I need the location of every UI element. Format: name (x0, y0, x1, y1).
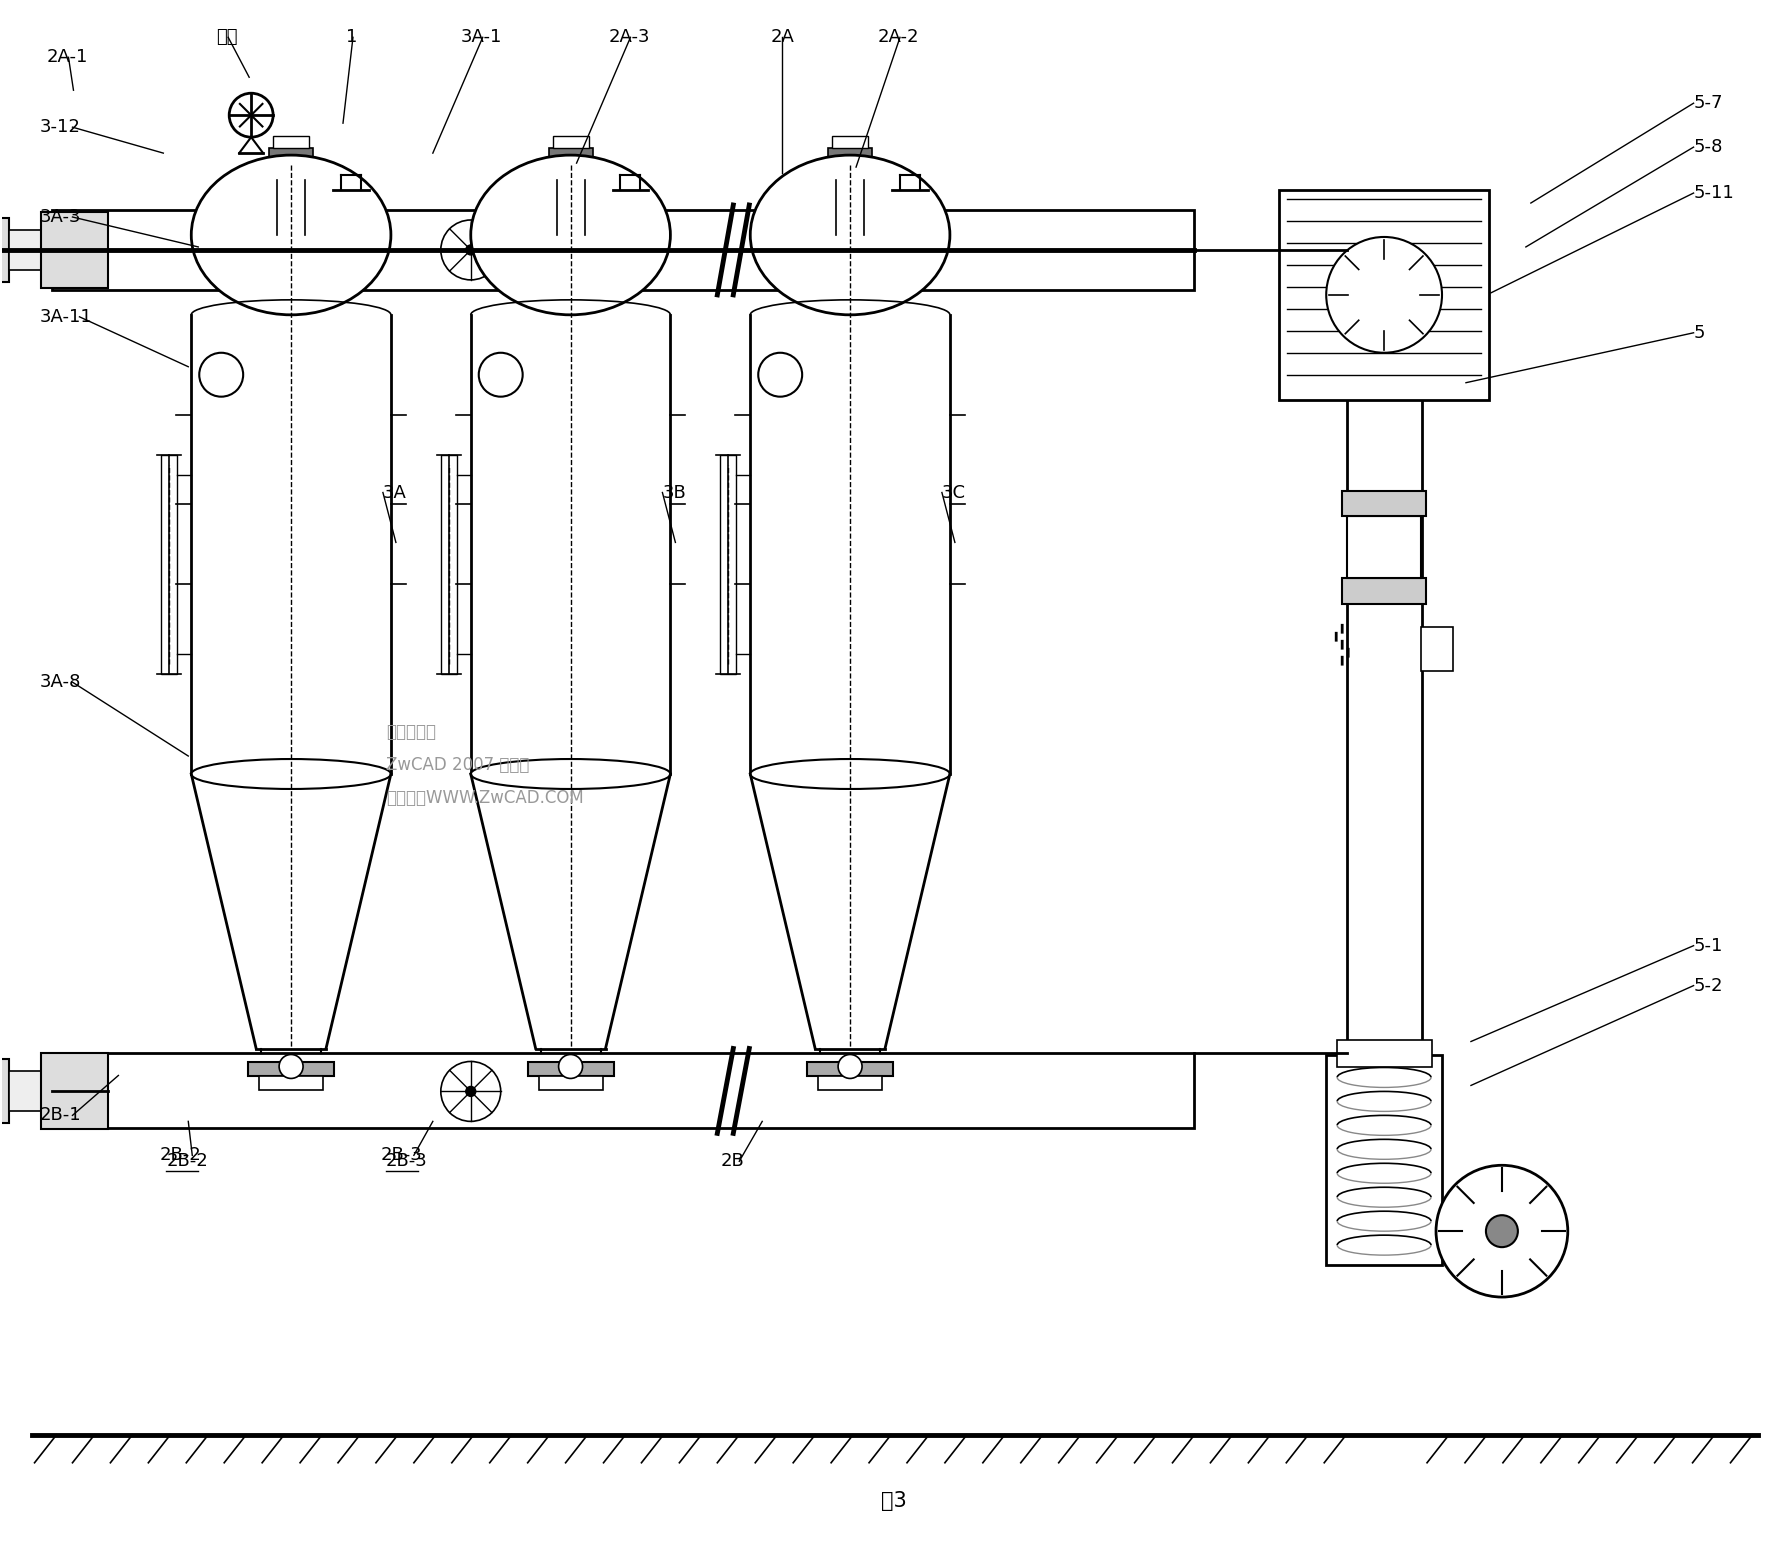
Bar (161, 454, 177, 675)
Bar (9, 230, 41, 270)
Bar (828, 148, 871, 162)
Bar (1279, 190, 1488, 400)
Bar (1342, 491, 1426, 516)
Text: 5-2: 5-2 (1694, 977, 1723, 994)
Bar (1347, 516, 1420, 579)
Ellipse shape (750, 154, 950, 315)
Bar (41, 212, 109, 287)
Text: 5-1: 5-1 (1694, 937, 1723, 954)
Text: 2A: 2A (771, 28, 794, 46)
Text: 图3: 图3 (882, 1490, 907, 1510)
Circle shape (558, 1055, 583, 1078)
Circle shape (465, 1087, 476, 1096)
Bar (0, 218, 9, 283)
Text: 3A-1: 3A-1 (462, 28, 503, 46)
Bar (1326, 1056, 1442, 1265)
Text: 1: 1 (345, 28, 358, 46)
Bar (549, 148, 592, 162)
Bar (898, 190, 921, 210)
Bar (1342, 579, 1426, 604)
Circle shape (440, 219, 501, 279)
Bar (52, 1053, 1195, 1129)
Circle shape (1326, 236, 1442, 352)
Bar (259, 1076, 324, 1090)
Text: 2A-2: 2A-2 (878, 28, 920, 46)
Bar (538, 1076, 603, 1090)
Circle shape (229, 93, 274, 137)
Text: 2A-3: 2A-3 (608, 28, 649, 46)
Text: 3-12: 3-12 (39, 119, 81, 136)
Text: ZwCAD 2007 试用版: ZwCAD 2007 试用版 (386, 757, 530, 774)
Text: 5-7: 5-7 (1694, 94, 1723, 113)
Circle shape (837, 1055, 862, 1078)
Text: 2B: 2B (721, 1152, 744, 1170)
Text: 3C: 3C (943, 483, 966, 502)
Circle shape (759, 352, 801, 397)
Text: 5-11: 5-11 (1694, 184, 1734, 202)
Bar (832, 191, 868, 210)
Circle shape (440, 1061, 501, 1121)
Text: 2B-2: 2B-2 (166, 1152, 208, 1170)
Text: 2B-2: 2B-2 (159, 1146, 200, 1164)
Ellipse shape (191, 154, 392, 315)
Bar (274, 191, 309, 210)
Ellipse shape (750, 760, 950, 789)
Bar (818, 1076, 882, 1090)
Circle shape (199, 352, 243, 397)
Text: 3B: 3B (662, 483, 687, 502)
Bar (277, 181, 306, 191)
Bar (52, 210, 1195, 290)
Bar (41, 1053, 109, 1129)
Text: 3A-8: 3A-8 (39, 673, 81, 692)
Ellipse shape (191, 760, 392, 789)
Text: 3A-3: 3A-3 (39, 208, 81, 225)
Bar (274, 136, 309, 148)
Circle shape (479, 352, 522, 397)
Bar (721, 454, 737, 675)
Bar (556, 181, 585, 191)
Bar (338, 190, 363, 210)
Bar (1347, 245, 1422, 1053)
Text: 白土: 白土 (216, 28, 238, 46)
Circle shape (1487, 1215, 1517, 1248)
Text: 3A: 3A (383, 483, 406, 502)
Text: 2B-1: 2B-1 (39, 1107, 81, 1124)
Text: 您正在使用: 您正在使用 (386, 723, 437, 741)
Text: 2B-3: 2B-3 (386, 1152, 428, 1170)
Bar (528, 1062, 614, 1076)
Bar (249, 1062, 335, 1076)
Text: 5: 5 (1694, 324, 1705, 341)
Bar (553, 136, 589, 148)
Bar (0, 1059, 9, 1124)
Text: 3A-11: 3A-11 (39, 307, 93, 326)
Text: 2A-1: 2A-1 (47, 48, 88, 66)
Bar (1336, 1039, 1431, 1067)
Circle shape (465, 245, 476, 255)
Bar (1420, 627, 1453, 672)
Bar (9, 1072, 41, 1112)
Text: 5-8: 5-8 (1694, 137, 1723, 156)
Bar (553, 191, 589, 210)
Bar (807, 1062, 893, 1076)
Circle shape (279, 1055, 302, 1078)
Circle shape (1437, 1166, 1567, 1297)
Ellipse shape (471, 760, 671, 789)
Bar (440, 454, 456, 675)
Bar (832, 136, 868, 148)
Text: 2B-3: 2B-3 (381, 1146, 422, 1164)
Bar (619, 190, 642, 210)
Ellipse shape (471, 154, 671, 315)
Bar (268, 148, 313, 162)
Text: 请请查阅WWW.ZwCAD.COM: 请请查阅WWW.ZwCAD.COM (386, 789, 583, 808)
Bar (835, 181, 864, 191)
